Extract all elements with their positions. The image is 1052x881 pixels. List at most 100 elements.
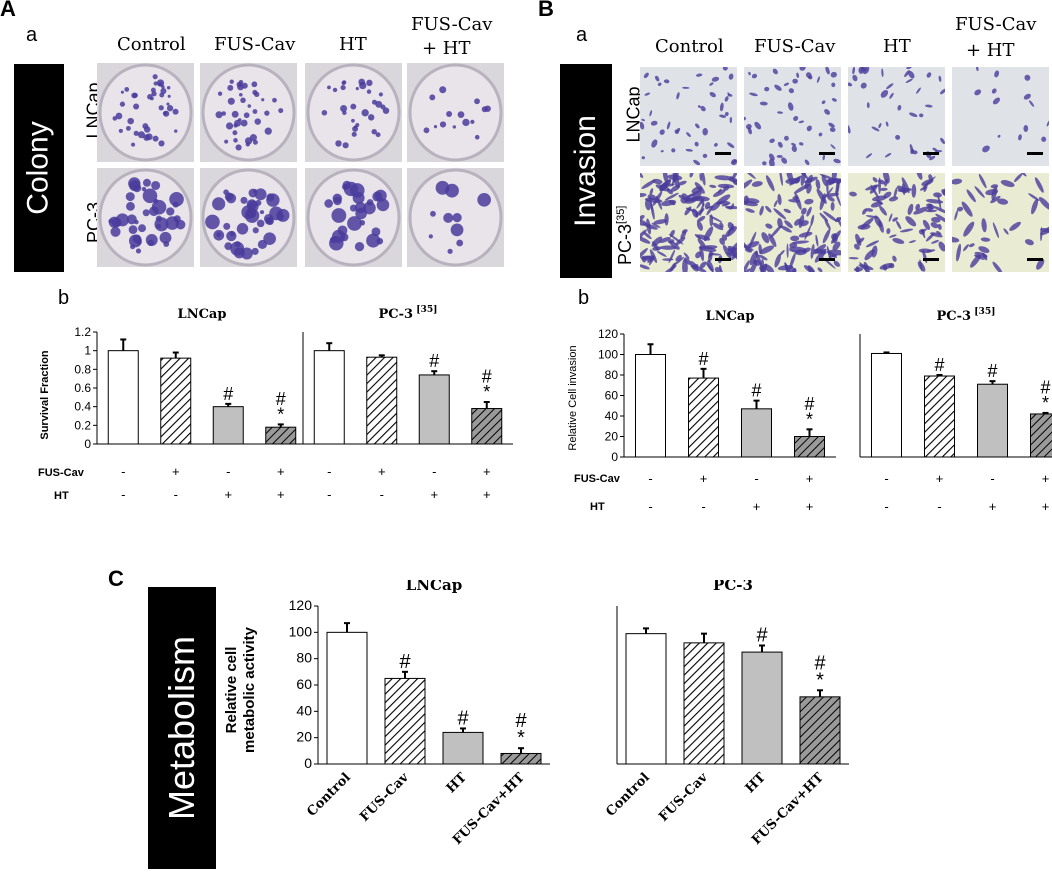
colony-dot	[252, 109, 258, 114]
invading-cell	[685, 207, 698, 213]
invading-cell	[666, 188, 673, 195]
scale-bar	[1027, 152, 1043, 155]
invading-cell	[786, 243, 789, 258]
invading-cell	[803, 265, 815, 272]
colony-dot	[124, 87, 130, 92]
colony-dot	[175, 219, 186, 230]
b-row-pc3: PC-3	[615, 223, 635, 265]
colony-dot	[128, 225, 138, 235]
colony-dot	[166, 105, 174, 112]
colony-dot	[352, 125, 359, 132]
invading-cell	[806, 125, 812, 132]
colony-dot	[429, 94, 436, 101]
colony-dot	[371, 99, 378, 105]
invading-cell	[713, 189, 726, 197]
bar	[924, 375, 955, 458]
colony-dot	[118, 128, 123, 133]
invading-cell	[789, 252, 796, 269]
invading-cell	[656, 251, 667, 257]
significance-star: *	[806, 409, 813, 429]
bar	[741, 408, 772, 458]
bar	[741, 651, 783, 765]
invading-cell	[647, 194, 657, 201]
colony-dot	[251, 81, 258, 88]
significance-hash: #	[457, 707, 469, 729]
condition-label-fuscav: FUS-Cav	[38, 467, 85, 479]
colony-dot	[430, 210, 436, 217]
invading-cell	[702, 128, 708, 136]
invading-cell	[643, 231, 652, 240]
category-label: FUS-Cav	[656, 770, 711, 825]
invading-cell	[758, 254, 768, 261]
invading-cell	[857, 224, 871, 230]
colony-dot	[366, 233, 381, 248]
scale-bar	[819, 258, 835, 261]
invading-cell	[724, 111, 729, 117]
invading-cell	[915, 173, 923, 180]
invading-cell	[651, 236, 663, 247]
invading-cell	[968, 243, 975, 248]
invading-cell	[929, 155, 936, 161]
invading-cell	[901, 177, 910, 194]
condition-sign: -	[648, 471, 652, 486]
invading-cell	[709, 82, 714, 86]
invading-cell	[886, 228, 891, 235]
invading-cell	[881, 68, 884, 78]
invading-cell	[791, 145, 797, 153]
invading-cell	[872, 177, 878, 183]
significance-star: *	[517, 727, 525, 749]
invading-cell	[924, 104, 933, 108]
invading-cell	[804, 198, 814, 205]
invading-cell	[907, 203, 914, 215]
colony-dot	[145, 234, 158, 246]
invading-cell	[640, 215, 645, 223]
a-col-fuscav-ht-2: + HT	[422, 38, 471, 59]
invading-cell	[908, 240, 916, 244]
y-tick-label: 60	[296, 676, 312, 692]
invading-cell	[640, 248, 648, 261]
colony-dot	[443, 212, 454, 223]
colony-dot	[150, 96, 154, 101]
colony-dot	[456, 239, 464, 247]
condition-sign: -	[648, 499, 652, 514]
chart-c-metabolism: Relative cell metabolic activity 0 20 40 60 80…	[223, 580, 849, 848]
invading-cell	[888, 263, 895, 269]
invading-cell	[677, 180, 687, 186]
invading-cell	[933, 192, 942, 198]
invading-cell	[714, 175, 733, 181]
invading-cell	[822, 154, 826, 161]
colony-dot	[342, 110, 347, 116]
metabolism-label-box: Metabolism	[148, 587, 216, 869]
colony-dot	[225, 122, 234, 130]
bar	[366, 356, 398, 445]
colony-dot	[163, 241, 170, 247]
invading-cell	[858, 67, 865, 74]
invading-cell	[726, 252, 737, 257]
invading-cell	[896, 220, 902, 230]
colony-dot	[263, 232, 276, 246]
colony-dot	[174, 129, 178, 133]
invading-cell	[1040, 225, 1049, 236]
invading-cell	[974, 186, 985, 198]
invading-cell	[866, 102, 870, 109]
invading-cell	[991, 186, 998, 201]
invading-cell	[729, 176, 737, 186]
invading-cell	[730, 240, 737, 252]
invading-cell	[682, 86, 690, 89]
invading-cell	[819, 212, 829, 222]
invading-cell	[828, 254, 838, 258]
colony-photo-r1-c2	[200, 63, 297, 162]
colony-dot	[151, 180, 161, 190]
invading-cell	[666, 121, 671, 130]
colony-photo-r1-c3	[305, 63, 402, 162]
colony-dot	[132, 92, 138, 98]
colony-dot	[227, 97, 235, 105]
invading-cell	[832, 241, 841, 251]
invading-cell	[1024, 74, 1031, 81]
significance-hash: #	[399, 651, 411, 673]
colony-dot	[470, 119, 475, 124]
invading-cell	[651, 139, 658, 148]
invading-cell	[1000, 180, 1015, 188]
significance-hash: #	[814, 652, 826, 674]
invading-cell	[697, 105, 701, 108]
